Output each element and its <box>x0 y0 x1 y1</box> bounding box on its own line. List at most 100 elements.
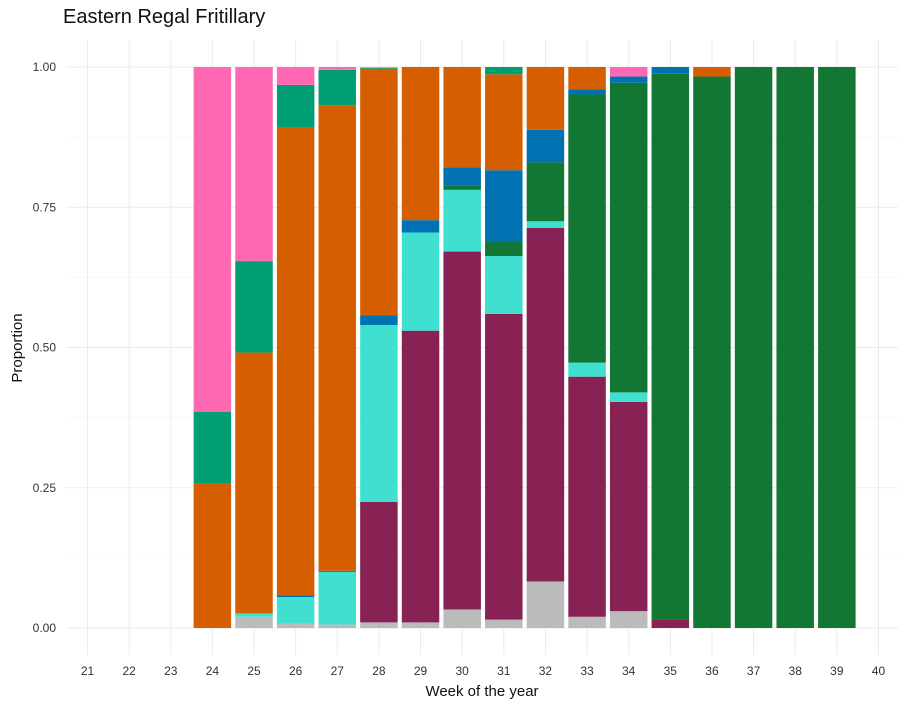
grid <box>66 40 898 655</box>
bar-segment <box>401 67 440 221</box>
bar-segment <box>318 570 357 572</box>
bar-segment <box>360 501 398 623</box>
bar-segment <box>443 67 481 168</box>
bar-segment <box>360 67 398 69</box>
y-axis-title: Proportion <box>9 313 26 382</box>
y-tick-label: 0.00 <box>33 621 57 635</box>
bar-segment <box>443 251 481 610</box>
bar-segment <box>485 619 523 628</box>
bar-segment <box>276 67 315 85</box>
bar-segment <box>235 352 273 614</box>
bar-segment <box>318 571 357 625</box>
y-tick-label: 0.50 <box>33 341 57 355</box>
bar-segment <box>318 105 357 571</box>
bar-segment <box>235 261 273 353</box>
x-axis-ticks: 21 22 23 24 25 26 27 28 29 30 31 32 33 34 35 36 37 38 39 40 <box>81 664 886 678</box>
x-tick-label: 34 <box>622 664 636 678</box>
y-tick-label: 0.25 <box>33 481 57 495</box>
bar-segment <box>485 256 523 314</box>
x-tick-label: 39 <box>830 664 844 678</box>
bar-segment <box>526 228 565 582</box>
bar-segment <box>443 189 481 252</box>
bar-segment <box>401 330 440 623</box>
x-tick-label: 22 <box>122 664 136 678</box>
bar-segment <box>318 67 357 70</box>
bar-segment <box>485 170 523 243</box>
bar-segment <box>401 220 440 233</box>
bar-segment <box>276 623 315 628</box>
bar-segment <box>609 611 648 628</box>
bar-segment <box>693 76 731 629</box>
bar-segment <box>609 392 648 402</box>
bar-segment <box>693 67 731 77</box>
x-tick-label: 37 <box>747 664 761 678</box>
bar-segment <box>276 597 315 624</box>
bar-segment <box>485 67 523 75</box>
bar-segment <box>193 483 232 628</box>
bar-segment <box>318 624 357 628</box>
x-tick-label: 25 <box>247 664 261 678</box>
bar-segment <box>526 162 565 222</box>
bar-segment <box>276 84 315 128</box>
bar-segment <box>401 622 440 628</box>
bar-segment <box>360 315 398 326</box>
x-tick-label: 32 <box>539 664 553 678</box>
bar-segment <box>651 73 690 620</box>
x-tick-label: 38 <box>789 664 803 678</box>
bar-segment <box>318 69 357 106</box>
y-tick-label: 1.00 <box>33 60 57 74</box>
bar-segment <box>568 67 606 90</box>
x-tick-label: 26 <box>289 664 303 678</box>
x-tick-label: 36 <box>705 664 719 678</box>
bar-segment <box>485 242 523 257</box>
x-tick-label: 29 <box>414 664 428 678</box>
bar-segment <box>568 362 606 377</box>
bar-segment <box>485 313 523 620</box>
bar-segment <box>360 68 398 316</box>
x-tick-label: 33 <box>580 664 594 678</box>
bar-segment <box>443 167 481 186</box>
bar-segment <box>526 581 565 628</box>
x-tick-label: 21 <box>81 664 95 678</box>
bar-segment <box>609 401 648 612</box>
bar-segment <box>235 67 273 262</box>
bar-segment <box>818 67 856 628</box>
bar-segment <box>568 376 606 617</box>
bar-segment <box>526 221 565 229</box>
x-tick-label: 23 <box>164 664 178 678</box>
x-tick-label: 31 <box>497 664 511 678</box>
bar-segment <box>651 619 690 628</box>
bar-segment <box>276 127 315 596</box>
bar-segment <box>235 613 273 617</box>
bar-segment <box>193 67 232 413</box>
y-tick-label: 0.75 <box>33 200 57 214</box>
bar-segment <box>609 82 648 393</box>
bar-segment <box>776 67 814 628</box>
bar-segment <box>443 609 481 628</box>
bar-segment <box>235 616 273 628</box>
x-tick-label: 35 <box>664 664 678 678</box>
bar-segment <box>193 412 232 484</box>
bar-segment <box>609 67 648 77</box>
bar-segment <box>734 67 773 628</box>
bar-segment <box>526 129 565 163</box>
x-axis-title: Week of the year <box>425 683 538 700</box>
bar-segment <box>568 94 606 363</box>
x-tick-label: 27 <box>331 664 345 678</box>
bar-segment <box>360 325 398 502</box>
bar-segment <box>651 67 690 74</box>
bar-segment <box>443 185 481 190</box>
x-tick-label: 24 <box>206 664 220 678</box>
bar-segment <box>401 232 440 331</box>
x-tick-label: 40 <box>872 664 886 678</box>
bar-segment <box>360 622 398 628</box>
bar-segment <box>568 89 606 95</box>
bars <box>193 67 856 629</box>
bar-segment <box>276 595 315 598</box>
bar-segment <box>609 76 648 83</box>
x-tick-label: 28 <box>372 664 386 678</box>
y-axis-ticks: 0.00 0.25 0.50 0.75 1.00 <box>33 60 57 635</box>
bar-segment <box>568 616 606 628</box>
chart-title: Eastern Regal Fritillary <box>63 6 266 28</box>
